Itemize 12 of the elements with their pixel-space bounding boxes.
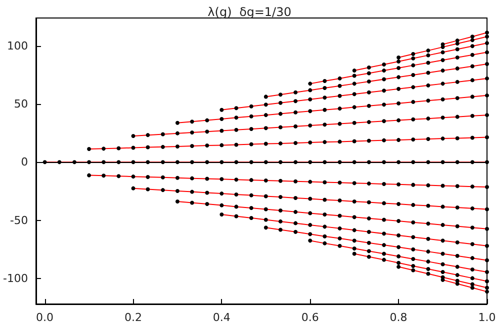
x-tick-label: 0.8 xyxy=(390,311,408,324)
y-tick-label: -100 xyxy=(2,272,28,285)
y-tick-label: 100 xyxy=(6,39,28,52)
x-tick-label: 0.2 xyxy=(124,311,142,324)
x-tick-label: 0.4 xyxy=(212,311,230,324)
x-tick-label: 0.0 xyxy=(36,311,54,324)
y-tick-label: 50 xyxy=(14,98,28,111)
x-tick-label: 1.0 xyxy=(478,311,496,324)
y-tick-label: 0 xyxy=(20,156,28,169)
x-tick-label: 0.6 xyxy=(301,311,319,324)
chart-title: λ(g) δg=1/30 xyxy=(208,5,292,19)
y-tick-label: -50 xyxy=(10,214,28,227)
